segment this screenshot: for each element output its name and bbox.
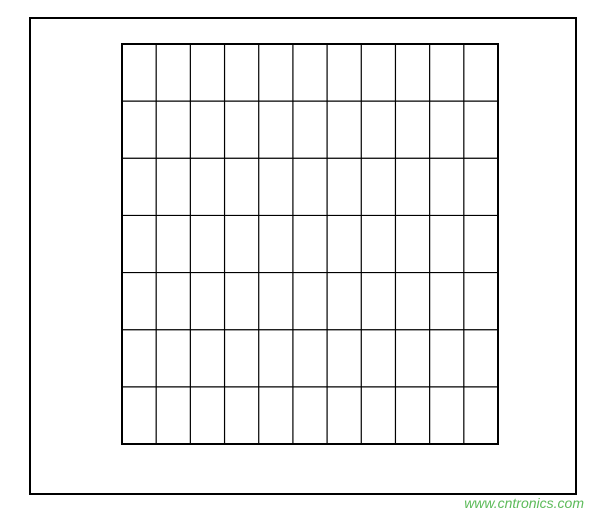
- chart-svg: [0, 0, 600, 517]
- figure-wrapper: www.cntronics.com: [0, 0, 600, 517]
- outer-border: [30, 18, 576, 494]
- watermark-text: www.cntronics.com: [464, 495, 584, 511]
